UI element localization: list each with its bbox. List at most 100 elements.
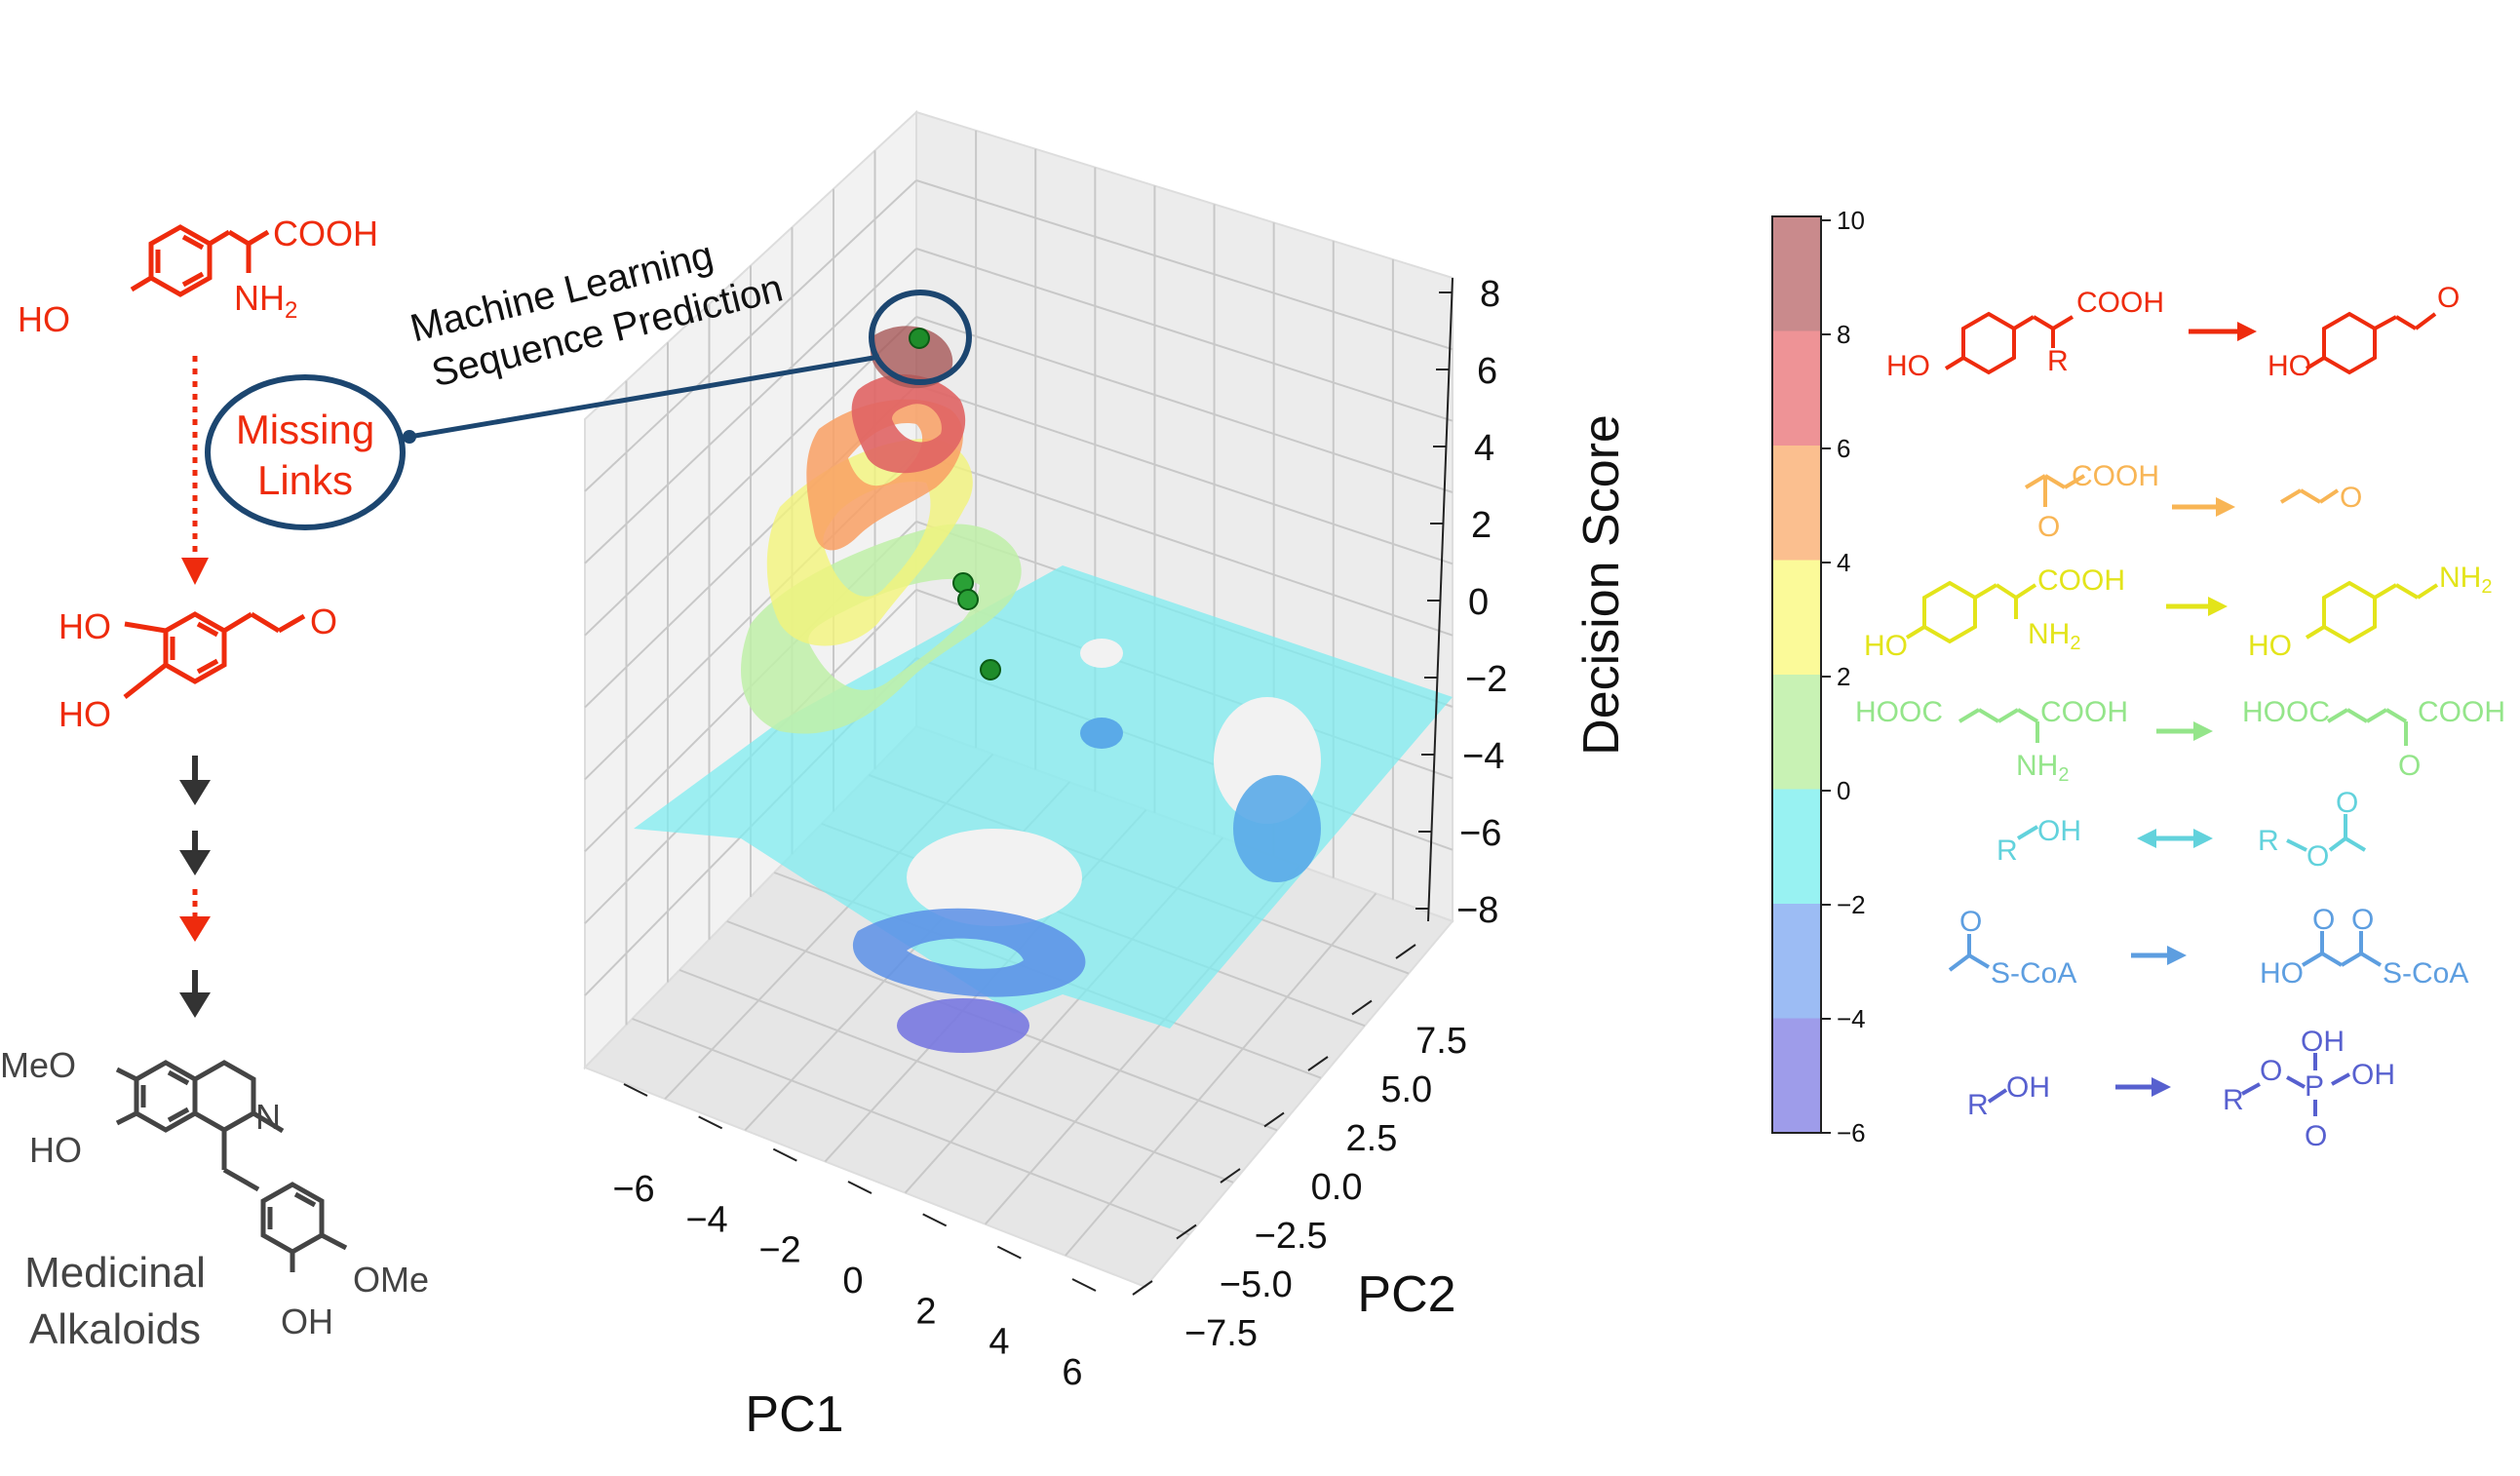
x-tick-mark: [1071, 1278, 1097, 1292]
x-tick-label: −2: [758, 1230, 800, 1271]
r5-o-top: O: [2336, 787, 2358, 819]
y-tick-label: 5.0: [1380, 1069, 1432, 1110]
colorbar-band: [1772, 1018, 1821, 1134]
alkaloid-oh: OH: [281, 1301, 333, 1341]
callout-dot: [403, 430, 416, 444]
purple-contour-floor: [897, 998, 1029, 1053]
missing-links-oval: [205, 374, 406, 530]
colorbar-band: [1772, 330, 1821, 447]
x-tick-mark: [847, 1181, 872, 1194]
reaction-3: COOH NH2 HO NH2 HO: [1864, 562, 2492, 662]
alkaloid-n: N: [255, 1097, 281, 1137]
colorbar-tick-label: 6: [1837, 434, 1850, 463]
y-tick-label: −5.0: [1220, 1264, 1293, 1305]
x-tick-label: 4: [989, 1322, 1009, 1363]
callout-line: [408, 354, 880, 440]
y-tick-label: 7.5: [1415, 1021, 1467, 1062]
decision-surface: [634, 326, 1453, 1053]
reaction-5: R OH R O O: [1997, 787, 2367, 873]
y-tick-mark: [1307, 1056, 1329, 1071]
r6-ho: HO: [2260, 957, 2304, 990]
data-point: [909, 328, 930, 349]
x-tick-mark: [996, 1245, 1022, 1260]
predicted-points: [909, 328, 1001, 680]
blue-contour-small: [1080, 718, 1123, 749]
x-tick-label: 6: [1062, 1352, 1082, 1393]
x-tick-mark: [772, 1147, 797, 1162]
y-tick-label: −2.5: [1255, 1216, 1328, 1257]
r6-scoa-right: S-CoA: [2383, 957, 2468, 990]
x-ticks: −6 −4 −2 0 2 4 6: [612, 1083, 1097, 1393]
x-tick-mark: [698, 1115, 723, 1130]
r3-nh2: NH2: [2028, 618, 2080, 654]
z-tick-label: 8: [1480, 274, 1500, 315]
dopal-structure: [123, 611, 306, 699]
alkaloid-meo: MeO: [0, 1045, 76, 1085]
z-tick-label: 4: [1474, 428, 1494, 469]
z-tick-label: 2: [1471, 505, 1492, 546]
data-point: [957, 589, 979, 610]
colorbar-frame: [1771, 215, 1822, 1134]
colorbar-band: [1772, 560, 1821, 676]
z-axis-label: Decision Score: [1573, 414, 1630, 756]
y-tick-label: −7.5: [1184, 1313, 1258, 1354]
r5-r-right: R: [2258, 825, 2279, 857]
colorbar-band: [1772, 216, 1821, 331]
contour-hole-2: [907, 829, 1082, 926]
y-tick-label: 2.5: [1346, 1118, 1398, 1159]
x-tick-label: −6: [612, 1169, 654, 1210]
y-tick-mark: [1176, 1224, 1197, 1240]
tyrosine-ho: HO: [18, 299, 70, 339]
y-tick-label: 0.0: [1311, 1167, 1363, 1208]
reaction-6: O S-CoA HO O O S-CoA: [1948, 904, 2468, 990]
r6-scoa: S-CoA: [1991, 957, 2076, 990]
arrow-head-red-1: [181, 558, 209, 585]
r3-ho-right: HO: [2248, 630, 2292, 662]
x-tick-label: 2: [915, 1291, 936, 1332]
colorbar-band: [1772, 675, 1821, 790]
contour-hole-3: [1080, 639, 1123, 668]
z-tick-label: 0: [1468, 582, 1489, 623]
y-axis-label: PC2: [1357, 1266, 1455, 1323]
r4-hooc: HOOC: [1855, 696, 1943, 728]
x-tick-label: 0: [842, 1261, 863, 1301]
z-tick-label: −4: [1462, 736, 1504, 777]
y-tick-mark: [1351, 999, 1373, 1016]
alkaloid-structure: [115, 1060, 348, 1272]
reaction-4: HOOC COOH NH2 HOOC COOH O: [1855, 696, 2505, 786]
dopal-ho-1: HO: [58, 606, 111, 646]
r2-o-right: O: [2340, 482, 2362, 514]
z-ticks: 8 6 4 2 0 −2 −4 −6 −8: [1415, 274, 1507, 931]
r1-ho: HO: [1886, 350, 1930, 382]
r7-p: P: [2305, 1070, 2324, 1103]
x-axis-label: PC1: [745, 1386, 843, 1443]
r3-ho: HO: [1864, 630, 1908, 662]
r4-cooh-right: COOH: [2418, 696, 2505, 728]
x-tick-mark: [623, 1083, 648, 1097]
dopal-o: O: [310, 602, 337, 641]
r1-cooh: COOH: [2076, 287, 2164, 319]
r3-nh2-right: NH2: [2439, 562, 2492, 598]
pathway-arrows: [179, 756, 211, 1018]
r4-nh2: NH2: [2016, 750, 2069, 786]
x-tick-mark: [922, 1213, 948, 1227]
y-tick-mark: [1263, 1111, 1285, 1128]
tyrosine-nh2: NH2: [234, 278, 297, 324]
r4-o-right: O: [2398, 750, 2421, 782]
colorbar-band: [1772, 789, 1821, 905]
r1-r: R: [2047, 345, 2069, 377]
z-tick-label: −8: [1456, 890, 1498, 931]
y-tick-mark: [1220, 1168, 1241, 1184]
colorbar-tick-label: 2: [1837, 662, 1850, 691]
blue-contour-floor: [852, 908, 1086, 997]
colorbar-tick-label: −2: [1837, 890, 1866, 919]
missing-links-label: Missing Links: [236, 407, 374, 503]
dopal-ho-2: HO: [58, 694, 111, 734]
z-tick-label: −2: [1465, 659, 1507, 700]
r4-hooc-right: HOOC: [2242, 696, 2330, 728]
z-tick-label: −6: [1459, 813, 1501, 854]
r7-o-ester: O: [2260, 1055, 2282, 1087]
data-point: [980, 659, 1001, 680]
r6-o: O: [1959, 906, 1982, 938]
